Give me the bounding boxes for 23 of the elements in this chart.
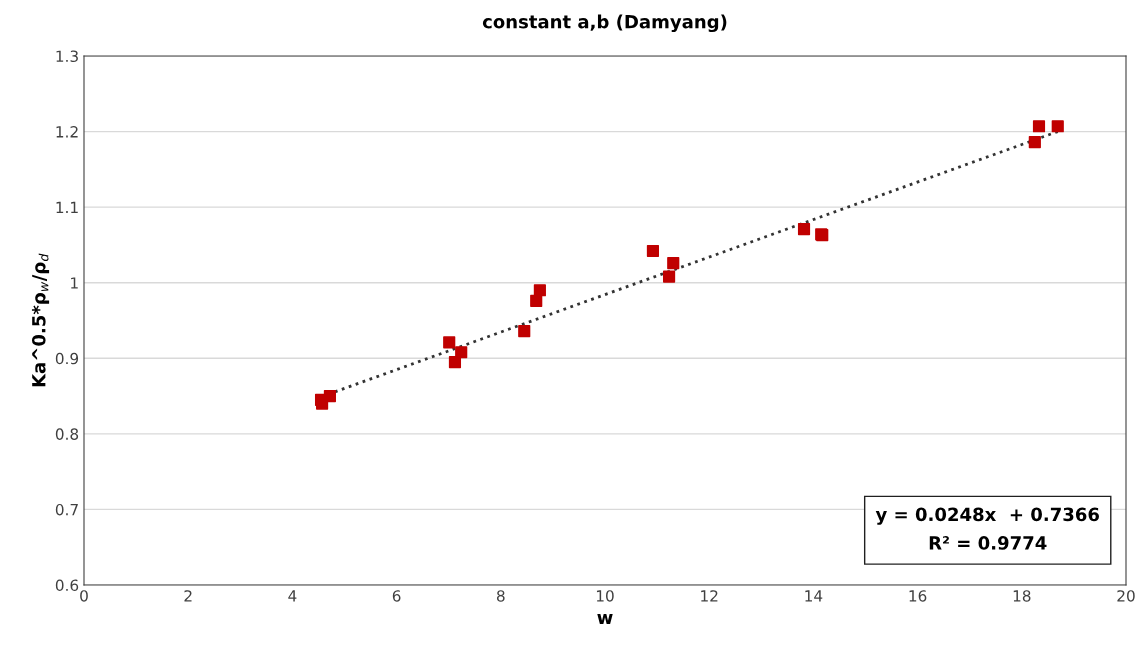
y-tick-label: 0.8 [55, 428, 79, 440]
x-tick-label: 10 [596, 590, 614, 602]
x-axis-title: w [597, 614, 613, 624]
chart-title: constant a,b (Damyang) [482, 14, 727, 33]
x-tick-label: 16 [909, 590, 927, 602]
y-tick-label: 1 [71, 277, 78, 289]
x-tick-label: 0 [80, 590, 88, 602]
y-tick-label: 1.2 [56, 126, 78, 138]
y-axis-title: Ka^0.5*ρ$_{w}$/ρ$_{d}$ [31, 253, 50, 387]
y-tick-label: 0.7 [55, 503, 78, 516]
x-tick-label: 12 [701, 590, 718, 602]
annotation: y = 0.0248x + 0.7366 R² = 0.9774 [875, 507, 1099, 550]
x-tick-label: 20 [1117, 590, 1135, 602]
x-tick-label: 8 [496, 590, 505, 602]
y-tick-label: 0.9 [55, 352, 79, 365]
y-tick-label: 0.6 [55, 579, 79, 592]
x-tick-label: 2 [184, 590, 192, 602]
y-tick-label: 1.1 [56, 201, 78, 213]
x-tick-label: 4 [288, 590, 297, 602]
x-tick-label: 18 [1013, 590, 1031, 602]
x-tick-label: 14 [805, 590, 823, 602]
x-tick-label: 6 [392, 590, 401, 602]
y-tick-label: 1.3 [56, 50, 78, 63]
